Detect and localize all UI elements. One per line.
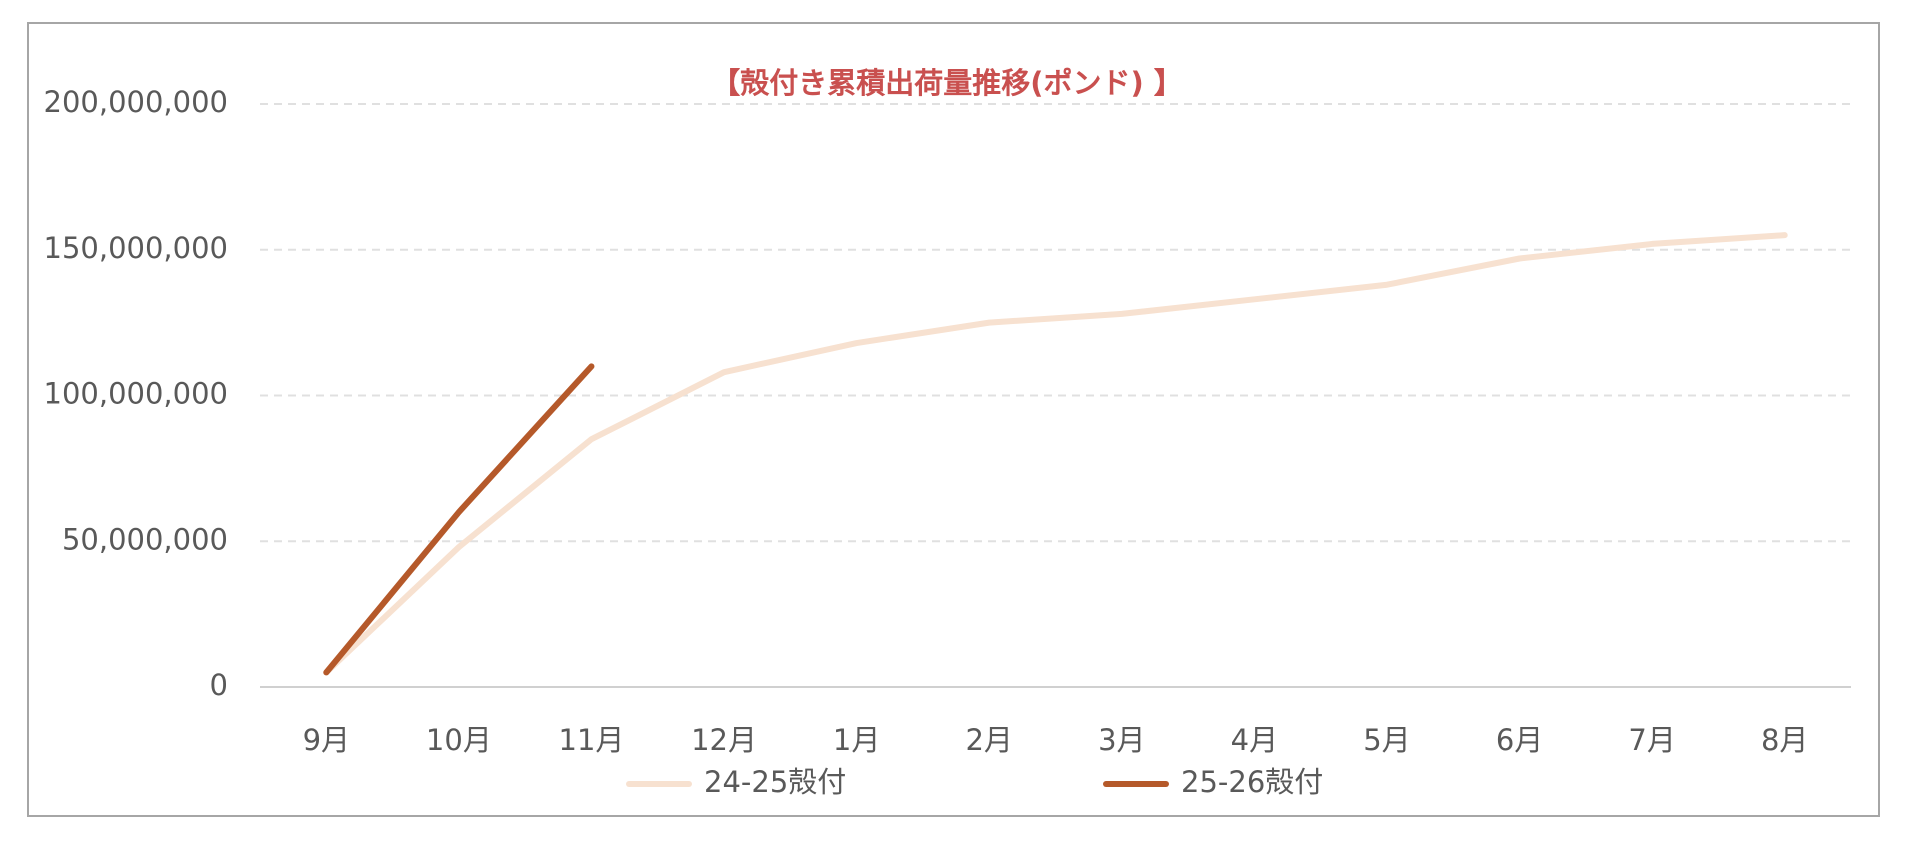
x-tick-label: 5月 (1363, 723, 1410, 757)
x-tick-label: 10月 (426, 723, 492, 757)
chart-title: 【殻付き累積出荷量推移(ポンド) 】 (711, 66, 1183, 100)
y-tick-label: 0 (210, 668, 228, 702)
x-tick-label: 2月 (965, 723, 1012, 757)
x-tick-label: 9月 (303, 723, 350, 757)
x-tick-label: 12月 (691, 723, 757, 757)
legend-label: 24-25殻付 (704, 765, 846, 799)
x-tick-label: 3月 (1098, 723, 1145, 757)
series-line (323, 232, 1788, 676)
chart-border (27, 22, 1880, 817)
x-tick-label: 4月 (1231, 723, 1278, 757)
y-tick-label: 100,000,000 (44, 377, 229, 411)
legend-label: 25-26殻付 (1181, 765, 1323, 799)
x-tick-label: 11月 (559, 723, 625, 757)
x-tick-label: 1月 (833, 723, 880, 757)
x-tick-label: 7月 (1628, 723, 1675, 757)
x-tick-label: 6月 (1496, 723, 1543, 757)
series-line (323, 363, 595, 676)
x-tick-label: 8月 (1761, 723, 1808, 757)
y-tick-label: 150,000,000 (44, 231, 229, 265)
y-tick-label: 200,000,000 (44, 85, 229, 119)
y-tick-label: 50,000,000 (62, 522, 228, 556)
